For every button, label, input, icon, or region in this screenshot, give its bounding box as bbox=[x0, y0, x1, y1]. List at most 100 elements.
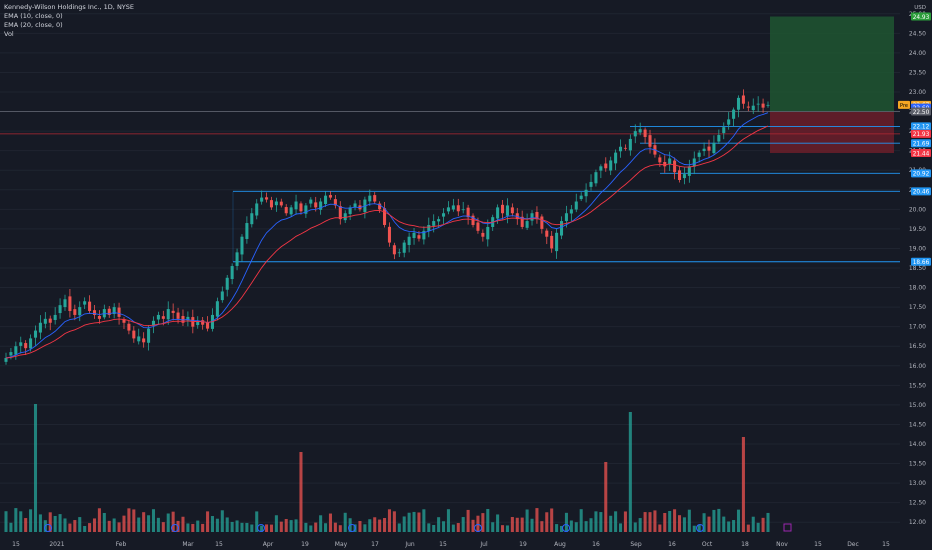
volume-bar bbox=[245, 522, 249, 532]
volume-bar bbox=[520, 517, 524, 532]
candle-body bbox=[746, 106, 750, 108]
candle-body bbox=[501, 204, 505, 214]
volume-bar bbox=[9, 522, 13, 532]
candle-body bbox=[417, 235, 421, 239]
volume-bar bbox=[142, 512, 146, 532]
candle-body bbox=[151, 320, 156, 326]
candle-body bbox=[736, 97, 741, 110]
candle-body bbox=[559, 221, 564, 236]
volume-bar bbox=[584, 521, 588, 532]
volume-bar bbox=[505, 525, 509, 532]
volume-bar bbox=[569, 520, 573, 532]
price-label: 20.92 bbox=[913, 172, 930, 178]
candle-body bbox=[220, 291, 224, 301]
chart-legend: Kennedy-Wilson Holdings Inc., 1D, NYSE E… bbox=[4, 3, 134, 39]
event-marker-purple bbox=[783, 523, 792, 532]
volume-bar bbox=[579, 509, 583, 532]
candle-body bbox=[78, 307, 82, 316]
volume-bar bbox=[201, 523, 205, 532]
price-label-box bbox=[911, 12, 931, 21]
volume-bar bbox=[324, 523, 328, 532]
volume-bar bbox=[599, 512, 603, 532]
candle-body bbox=[309, 199, 313, 204]
candle-body bbox=[687, 166, 691, 176]
x-tick-label: May bbox=[335, 541, 348, 548]
volume-bar bbox=[574, 522, 578, 532]
volume-bar bbox=[83, 525, 87, 532]
candle-body bbox=[618, 146, 623, 152]
candle-body bbox=[564, 213, 568, 222]
candle-body bbox=[343, 213, 347, 221]
candle-body bbox=[545, 230, 549, 237]
volume-bar bbox=[589, 518, 593, 532]
candle-body bbox=[677, 170, 682, 180]
volume-bar bbox=[33, 404, 38, 532]
x-tick-label: 16 bbox=[668, 541, 676, 548]
volume-bar bbox=[29, 509, 33, 532]
candle-body bbox=[466, 207, 470, 218]
volume-bar bbox=[358, 521, 362, 532]
y-tick-label: 13.50 bbox=[909, 461, 926, 468]
candle-body bbox=[668, 158, 672, 165]
candle-body bbox=[402, 242, 406, 253]
volume-bar bbox=[736, 509, 741, 532]
volume-bar bbox=[471, 519, 475, 532]
volume-bar bbox=[383, 518, 387, 532]
x-tick-label: Feb bbox=[116, 541, 127, 548]
candle-body bbox=[235, 252, 239, 266]
price-label-box bbox=[911, 139, 931, 148]
volume-bar bbox=[68, 523, 72, 532]
candle-body bbox=[289, 207, 293, 215]
volume-bar bbox=[486, 508, 490, 532]
volume-bar bbox=[653, 510, 657, 532]
volume-bar bbox=[628, 412, 632, 532]
volume-bar bbox=[604, 462, 608, 532]
candle-body bbox=[274, 201, 278, 206]
y-tick-label: 23.50 bbox=[909, 69, 926, 76]
candle-body bbox=[579, 195, 583, 200]
volume-bar bbox=[274, 515, 278, 532]
y-tick-label: 17.50 bbox=[909, 304, 926, 311]
volume-bar bbox=[235, 520, 239, 532]
volume-bar bbox=[663, 512, 667, 532]
candle-body bbox=[196, 320, 200, 326]
candle-body bbox=[230, 266, 234, 280]
volume-bar bbox=[481, 513, 485, 532]
x-tick-label: 16 bbox=[592, 541, 600, 548]
volume-bar bbox=[427, 523, 431, 532]
candle-body bbox=[279, 201, 283, 206]
candle-body bbox=[387, 226, 391, 243]
candle-body bbox=[481, 232, 485, 237]
event-marker bbox=[696, 524, 704, 532]
candle-body bbox=[614, 152, 618, 164]
candle-body bbox=[284, 207, 288, 214]
candle-body bbox=[761, 103, 765, 108]
candle-body bbox=[574, 201, 578, 210]
candle-body bbox=[412, 232, 416, 239]
candle-body bbox=[368, 195, 372, 202]
ema20-line bbox=[5, 125, 769, 359]
candle-body bbox=[638, 129, 642, 133]
volume-bar bbox=[299, 452, 303, 532]
candle-body bbox=[663, 161, 667, 167]
candle-body bbox=[181, 316, 185, 323]
volume-bar bbox=[117, 522, 121, 532]
candle-body bbox=[176, 312, 180, 319]
candle-body bbox=[92, 310, 97, 315]
volume-bar bbox=[206, 511, 210, 532]
candle-body bbox=[63, 299, 67, 308]
x-tick-label: 15 bbox=[12, 541, 20, 548]
price-label: 22.50 bbox=[913, 110, 930, 116]
volume-bar bbox=[496, 514, 500, 532]
price-label-box bbox=[911, 257, 931, 266]
candle-body bbox=[456, 205, 460, 212]
y-tick-label: 19.50 bbox=[909, 226, 926, 233]
volume-bar bbox=[122, 515, 126, 532]
volume-bar bbox=[387, 509, 391, 532]
volume-bar bbox=[48, 512, 52, 532]
volume-bar bbox=[564, 512, 568, 532]
volume-bar bbox=[559, 525, 564, 532]
volume-bar bbox=[24, 518, 28, 532]
volume-bar bbox=[215, 518, 219, 532]
